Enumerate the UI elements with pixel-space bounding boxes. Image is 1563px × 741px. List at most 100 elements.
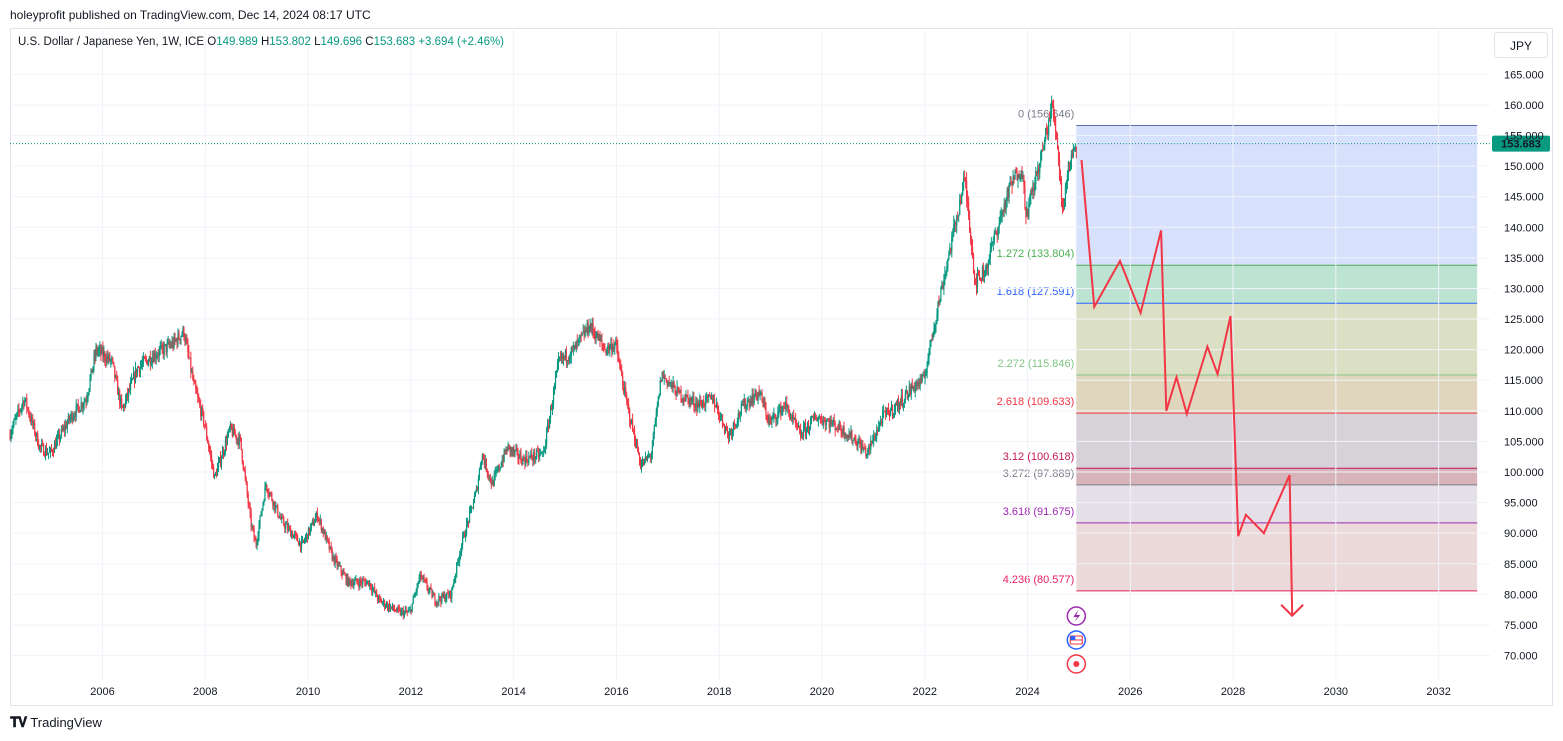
candle-body: [926, 365, 928, 374]
candle-body: [997, 226, 999, 236]
candle-body: [296, 535, 299, 542]
candle-body: [236, 438, 238, 441]
candle-body: [259, 515, 261, 525]
candle-body: [334, 557, 336, 564]
candle-body: [216, 467, 219, 476]
candle-body: [664, 375, 666, 379]
candle-body: [135, 368, 138, 375]
candle-body: [1001, 211, 1003, 216]
candle-body: [752, 394, 754, 403]
us-flag-icon[interactable]: [1066, 630, 1087, 650]
candle-body: [866, 453, 868, 456]
candle-body: [841, 431, 843, 435]
candle-body: [474, 491, 477, 497]
candle-body: [33, 422, 35, 425]
candle-body: [405, 610, 407, 612]
candle-body: [418, 578, 420, 584]
candle-body: [519, 453, 521, 459]
candle-body: [862, 444, 864, 450]
candle-body: [666, 379, 668, 386]
candle-body: [1072, 151, 1074, 157]
x-axis-label: 2016: [604, 686, 628, 698]
candle-body: [675, 394, 677, 397]
candle-body: [820, 418, 822, 423]
candle-body: [672, 382, 674, 388]
candle-body: [917, 381, 919, 386]
candle-body: [573, 345, 575, 348]
candle-body: [293, 535, 295, 538]
candle-body: [812, 415, 815, 419]
candle-body: [570, 347, 572, 357]
candle-body: [663, 375, 665, 378]
candle-body: [551, 403, 554, 410]
candle-body: [604, 348, 606, 350]
candle-body: [367, 580, 369, 582]
tradingview-logo-icon: 𝐓𝐕: [10, 714, 27, 730]
candle-body: [313, 522, 315, 526]
candle-body: [187, 343, 189, 352]
candle-body: [603, 346, 605, 349]
candle-body: [302, 539, 305, 542]
candle-body: [658, 395, 660, 397]
candle-body: [652, 433, 654, 446]
candle-body: [1069, 169, 1071, 171]
symbol-title[interactable]: U.S. Dollar / Japanese Yen, 1W, ICE: [18, 36, 205, 48]
candle-body: [223, 451, 226, 455]
candle-body: [741, 403, 743, 405]
fib-band: [1076, 303, 1478, 376]
candle-body: [727, 432, 730, 439]
candle-body: [459, 555, 461, 562]
currency-button[interactable]: JPY: [1494, 32, 1548, 58]
candle-body: [732, 422, 734, 431]
candle-body: [486, 470, 488, 474]
candle-body: [295, 534, 297, 535]
candle-body: [556, 363, 559, 371]
candle-body: [307, 527, 310, 540]
candle-body: [894, 404, 897, 410]
candle-body: [885, 408, 888, 415]
candle-body: [70, 413, 72, 418]
candle-body: [511, 448, 513, 452]
candle-body: [346, 575, 348, 584]
candle-body: [436, 601, 438, 605]
lightning-icon[interactable]: [1066, 606, 1087, 626]
candle-body: [965, 178, 967, 181]
candle-body: [445, 598, 447, 601]
candle-body: [632, 430, 635, 432]
candle-body: [134, 368, 137, 382]
candle-body: [944, 274, 946, 280]
candle-body: [843, 426, 845, 437]
candle-body: [743, 398, 745, 406]
candle-body: [161, 344, 163, 348]
candle-body: [779, 405, 781, 410]
candle-body: [320, 519, 322, 531]
candle-body: [881, 421, 883, 424]
candle-body: [745, 405, 747, 409]
low-label: L: [314, 36, 321, 48]
forecast-arrow[interactable]: [1080, 159, 1304, 618]
candle-body: [433, 594, 435, 596]
candle-body: [420, 571, 422, 579]
footer-brand[interactable]: 𝐓𝐕 TradingView: [10, 714, 102, 731]
candle-body: [54, 443, 57, 449]
fib-extension-tool[interactable]: 0 (156.646) 1.272 (133.804) 1.618 (127.591…: [997, 108, 1478, 592]
candle-body: [310, 523, 313, 527]
candle-body: [172, 341, 174, 348]
candle-body: [261, 508, 263, 516]
candle-body: [142, 357, 145, 363]
candle-body: [918, 381, 920, 386]
candle-body: [451, 587, 453, 599]
event-icons[interactable]: [1066, 606, 1087, 674]
candle-body: [833, 420, 835, 424]
candle-body: [951, 235, 953, 251]
candle-body: [318, 520, 320, 521]
candle-body: [715, 404, 718, 408]
candle-body: [25, 397, 27, 400]
candle-body: [949, 247, 951, 256]
candle-body: [561, 354, 564, 359]
target-icon[interactable]: [1066, 654, 1087, 674]
candle-body: [184, 337, 186, 342]
candle-body: [287, 523, 289, 531]
candle-body: [128, 388, 131, 390]
